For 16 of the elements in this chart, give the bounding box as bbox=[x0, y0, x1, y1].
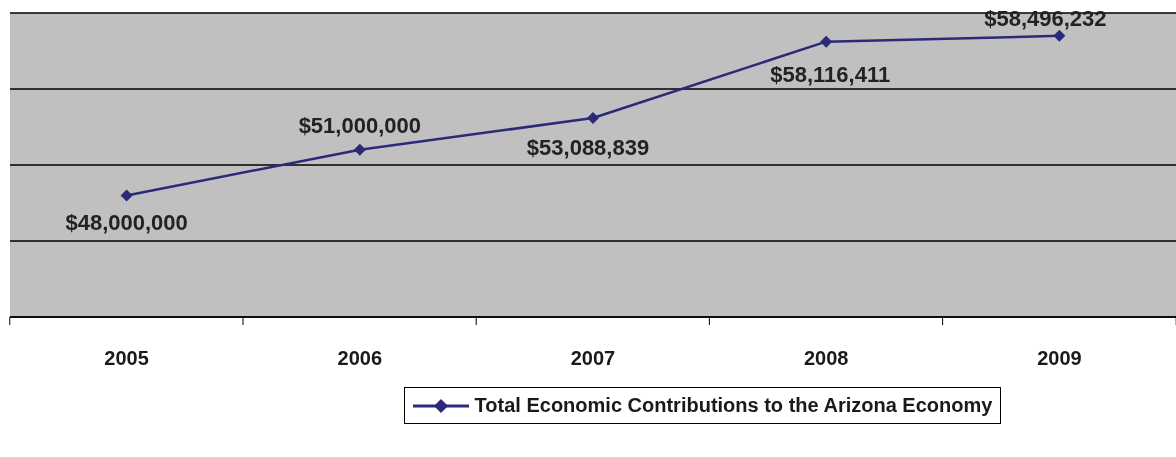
point bbox=[1053, 29, 1066, 42]
x-tick-label: 2009 bbox=[1037, 347, 1082, 369]
data-label: $58,116,411 bbox=[770, 62, 891, 88]
data-label: $58,496,232 bbox=[984, 6, 1107, 32]
legend-label: Total Economic Contributions to the Arizona Economy bbox=[474, 394, 993, 417]
x-tick-label: 2008 bbox=[803, 347, 849, 369]
x-tick-label: 2006 bbox=[337, 347, 383, 369]
data-label: $53,088,839 bbox=[526, 134, 650, 160]
data-label: $48,000,000 bbox=[65, 209, 188, 235]
x-tick-label: 2007 bbox=[570, 347, 616, 369]
point bbox=[120, 189, 133, 202]
point bbox=[587, 112, 599, 125]
data-label: $51,000,000 bbox=[298, 113, 421, 139]
point bbox=[820, 35, 833, 48]
point bbox=[353, 143, 366, 156]
x-tick-label: 2005 bbox=[104, 347, 149, 369]
